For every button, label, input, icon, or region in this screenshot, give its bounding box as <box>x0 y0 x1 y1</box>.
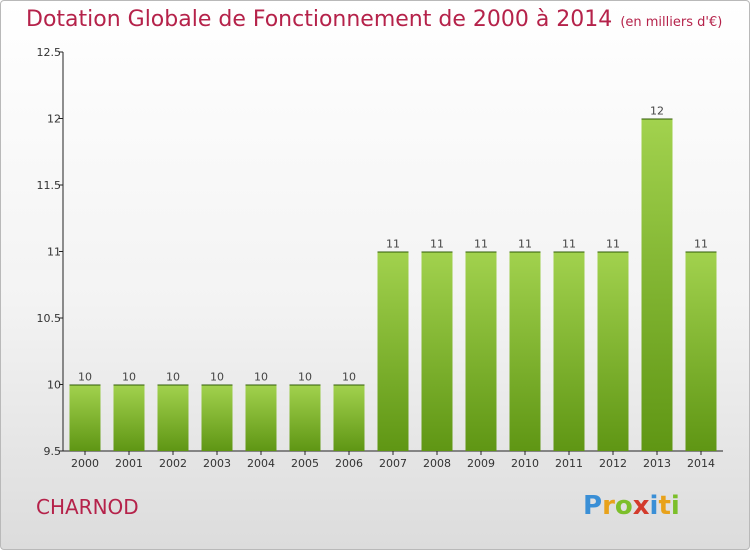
y-tick-label: 10 <box>47 379 61 392</box>
x-tick-label: 2012 <box>599 457 627 470</box>
x-tick-label: 2009 <box>467 457 495 470</box>
x-tick-label: 2014 <box>687 457 715 470</box>
y-tick-label: 9.5 <box>44 445 62 458</box>
data-label: 10 <box>78 371 92 384</box>
proxiti-logo: Proxiti <box>583 491 680 521</box>
bar <box>113 384 145 451</box>
x-tick-label: 2004 <box>247 457 275 470</box>
bar <box>641 118 673 451</box>
data-label: 11 <box>562 238 576 251</box>
chart-title: Dotation Globale de Fonctionnement de 20… <box>26 7 723 32</box>
town-name: CHARNOD <box>36 495 139 519</box>
y-tick-label: 12 <box>47 113 61 126</box>
x-tick-label: 2005 <box>291 457 319 470</box>
data-label: 11 <box>694 238 708 251</box>
data-label: 12 <box>650 105 664 118</box>
data-label: 10 <box>298 371 312 384</box>
data-label: 11 <box>430 238 444 251</box>
data-label: 10 <box>166 371 180 384</box>
bar <box>157 384 189 451</box>
y-tick-label: 10.5 <box>37 312 62 325</box>
bar <box>553 251 585 451</box>
bar <box>333 384 365 451</box>
bar <box>597 251 629 451</box>
x-tick-label: 2007 <box>379 457 407 470</box>
bar <box>421 251 453 451</box>
bar <box>69 384 101 451</box>
y-tick-label: 11 <box>47 246 61 259</box>
x-tick-label: 2006 <box>335 457 363 470</box>
bar <box>509 251 541 451</box>
y-tick-label: 11.5 <box>37 179 62 192</box>
bar <box>685 251 717 451</box>
bar <box>201 384 233 451</box>
x-tick-label: 2000 <box>71 457 99 470</box>
bar <box>377 251 409 451</box>
x-tick-label: 2011 <box>555 457 583 470</box>
bar <box>245 384 277 451</box>
data-label: 10 <box>342 371 356 384</box>
x-tick-label: 2010 <box>511 457 539 470</box>
bar <box>289 384 321 451</box>
bar <box>465 251 497 451</box>
x-tick-label: 2001 <box>115 457 143 470</box>
chart-subtitle: (en milliers d'€) <box>620 15 723 30</box>
data-label: 10 <box>210 371 224 384</box>
data-label: 11 <box>386 238 400 251</box>
data-label: 11 <box>518 238 532 251</box>
data-label: 11 <box>606 238 620 251</box>
y-tick-label: 12.5 <box>37 46 62 59</box>
data-label: 10 <box>122 371 136 384</box>
x-tick-label: 2013 <box>643 457 671 470</box>
data-label: 11 <box>474 238 488 251</box>
x-tick-label: 2003 <box>203 457 231 470</box>
x-tick-label: 2002 <box>159 457 187 470</box>
data-label: 10 <box>254 371 268 384</box>
x-tick-label: 2008 <box>423 457 451 470</box>
